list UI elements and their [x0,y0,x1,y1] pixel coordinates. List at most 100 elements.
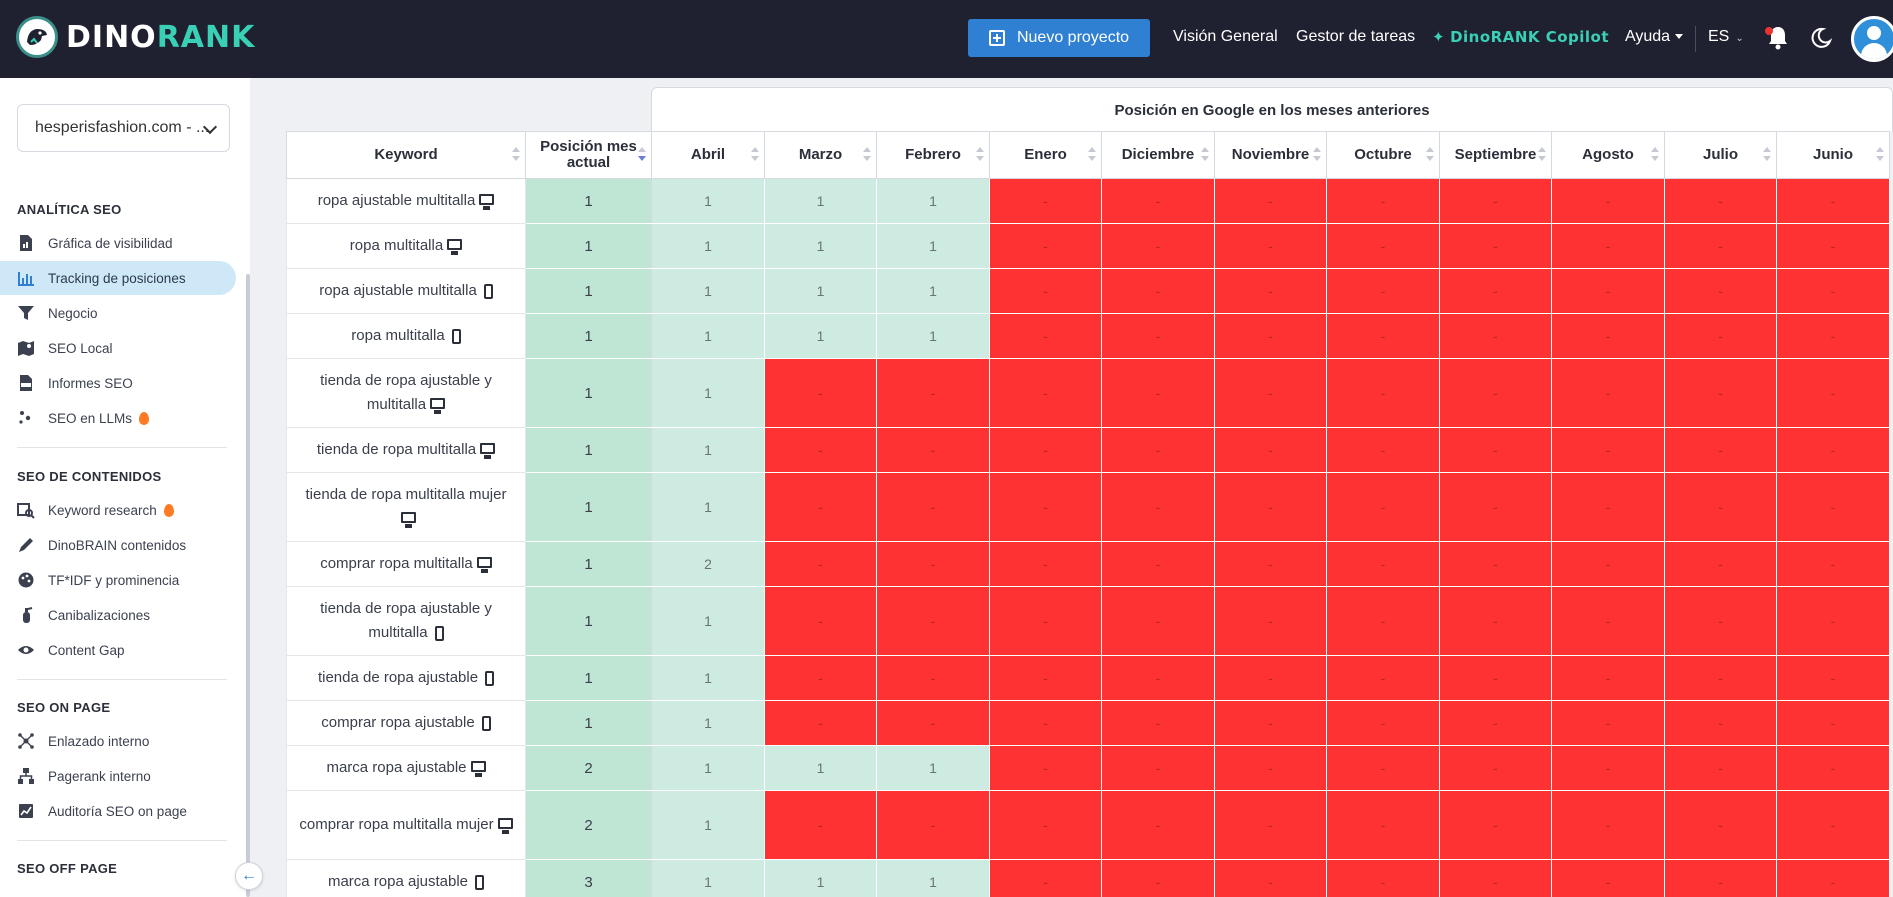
column-header-month[interactable]: Junio [1776,131,1890,179]
month-position-cell: 1 [651,358,765,428]
column-header-month[interactable]: Octubre [1326,131,1440,179]
desktop-icon [430,397,446,414]
column-header-month[interactable]: Agosto [1551,131,1665,179]
month-position-cell: - [1214,790,1327,860]
sidebar-item-position-tracking[interactable]: Tracking de posiciones [0,261,236,295]
sparkle-dots-icon [19,411,31,424]
project-selector[interactable]: hesperisfashion.com - ... [17,104,230,152]
bell-icon[interactable] [1766,25,1790,51]
month-position-cell: - [1439,655,1552,701]
month-position-cell: - [764,472,877,542]
network-icon [18,733,34,749]
sort-icon [1763,147,1771,163]
sidebar-item-keyword-research[interactable]: Keyword research [0,493,236,527]
table-row: tienda de ropa ajustable y multitalla 1 1-… [286,586,1890,656]
sidebar-item-label: Auditoría SEO on page [48,803,187,819]
month-position-cell: - [1551,745,1665,791]
month-position-cell: - [989,358,1102,428]
language-select[interactable]: ES ⌄ [1708,28,1744,46]
column-header-month[interactable]: Diciembre [1101,131,1215,179]
user-avatar[interactable] [1851,16,1893,62]
sidebar-item-local-seo[interactable]: SEO Local [0,331,236,365]
keyword-cell: ropa ajustable multitalla [286,178,526,224]
keyword-text: tienda de ropa ajustable y multitalla [320,372,492,413]
month-position-cell: 1 [764,223,877,269]
column-header-keyword[interactable]: Keyword [286,131,526,179]
month-position-cell: - [1326,586,1440,656]
section-title-analytics: ANALÍTICA SEO [17,202,122,217]
month-position-cell: - [1439,358,1552,428]
new-project-button[interactable]: Nuevo proyecto [968,19,1150,57]
dinorank-logo[interactable]: DINORANK [16,16,255,58]
column-header-current-position[interactable]: Posición mes actual [525,131,652,179]
section-title-onpage: SEO ON PAGE [17,700,111,715]
column-header-month[interactable]: Julio [1664,131,1777,179]
month-position-cell: 1 [876,859,990,897]
month-position-cell: - [1214,655,1327,701]
column-header-month[interactable]: Noviembre [1214,131,1327,179]
month-position-cell: - [1551,700,1665,746]
nav-overview-link[interactable]: Visión General [1173,28,1278,45]
keyword-cell: comprar ropa ajustable [286,700,526,746]
month-position-cell: - [1551,655,1665,701]
sidebar-item-internal-linking[interactable]: Enlazado interno [0,724,236,758]
month-position-cell: - [1776,358,1890,428]
column-header-month[interactable]: Marzo [764,131,877,179]
desktop-icon [447,238,463,255]
month-position-cell: 1 [876,223,990,269]
current-position-cell: 3 [525,859,652,897]
month-position-cell: - [1214,358,1327,428]
sidebar-item-internal-pagerank[interactable]: Pagerank interno [0,759,236,793]
current-position-cell: 1 [525,268,652,314]
sidebar-item-seo-llms[interactable]: SEO en LLMs [0,401,236,435]
column-header-month[interactable]: Enero [989,131,1102,179]
month-position-cell: - [1439,427,1552,473]
month-position-cell: - [1101,700,1215,746]
column-header-month[interactable]: Abril [651,131,765,179]
month-position-cell: - [1214,223,1327,269]
nav-copilot-link[interactable]: ✦ DinoRANK Copilot [1432,28,1609,46]
keyword-text: comprar ropa ajustable [321,714,475,731]
month-position-cell: - [989,313,1102,359]
column-header-month[interactable]: Febrero [876,131,990,179]
nav-tasks-link[interactable]: Gestor de tareas [1296,28,1416,45]
month-position-cell: - [1326,472,1440,542]
sidebar-item-tfidf[interactable]: TF*IDF y prominencia [0,563,236,597]
column-header-label: Julio [1702,146,1738,163]
month-position-cell: - [1776,313,1890,359]
fire-extinguisher-icon [23,607,33,623]
sidebar-item-label: Gráfica de visibilidad [48,235,173,251]
month-position-cell: - [1326,178,1440,224]
month-position-cell: - [1326,790,1440,860]
table-row: tienda de ropa ajustable y multitalla 1 1-… [286,358,1890,428]
month-position-cell: - [1551,790,1665,860]
sidebar-item-dinobrain[interactable]: DinoBRAIN contenidos [0,528,236,562]
month-position-cell: 1 [876,745,990,791]
current-position-cell: 2 [525,745,652,791]
sidebar-item-business[interactable]: Negocio [0,296,236,330]
month-position-cell: - [1664,655,1777,701]
month-position-cell: - [1551,313,1665,359]
sort-icon [1088,147,1096,163]
month-position-cell: - [1439,586,1552,656]
sidebar-item-visibility-chart[interactable]: Gráfica de visibilidad [0,226,236,260]
current-position-cell: 2 [525,790,652,860]
keyword-text: comprar ropa multitalla [320,555,473,572]
sidebar-scrollbar[interactable] [246,274,250,897]
keyword-cell: ropa multitalla [286,313,526,359]
moon-icon[interactable] [1809,26,1833,50]
collapse-sidebar-button[interactable]: ← [235,862,263,890]
month-position-cell: - [1101,358,1215,428]
sidebar-item-onpage-audit[interactable]: Auditoría SEO on page [0,794,236,828]
sidebar-item-content-gap[interactable]: Content Gap [0,633,236,667]
month-position-cell: 1 [764,178,877,224]
month-position-cell: - [1664,313,1777,359]
month-position-cell: 1 [651,790,765,860]
column-header-month[interactable]: Septiembre [1439,131,1552,179]
month-position-cell: - [1439,859,1552,897]
sidebar-item-seo-reports[interactable]: Informes SEO [0,366,236,400]
nav-help-dropdown[interactable]: Ayuda [1625,28,1684,46]
column-header-label: Octubre [1354,146,1412,163]
sidebar-item-cannibalization[interactable]: Canibalizaciones [0,598,236,632]
table-header-row: Keyword Posición mes actual Abril Marzo Fe… [286,131,1890,179]
